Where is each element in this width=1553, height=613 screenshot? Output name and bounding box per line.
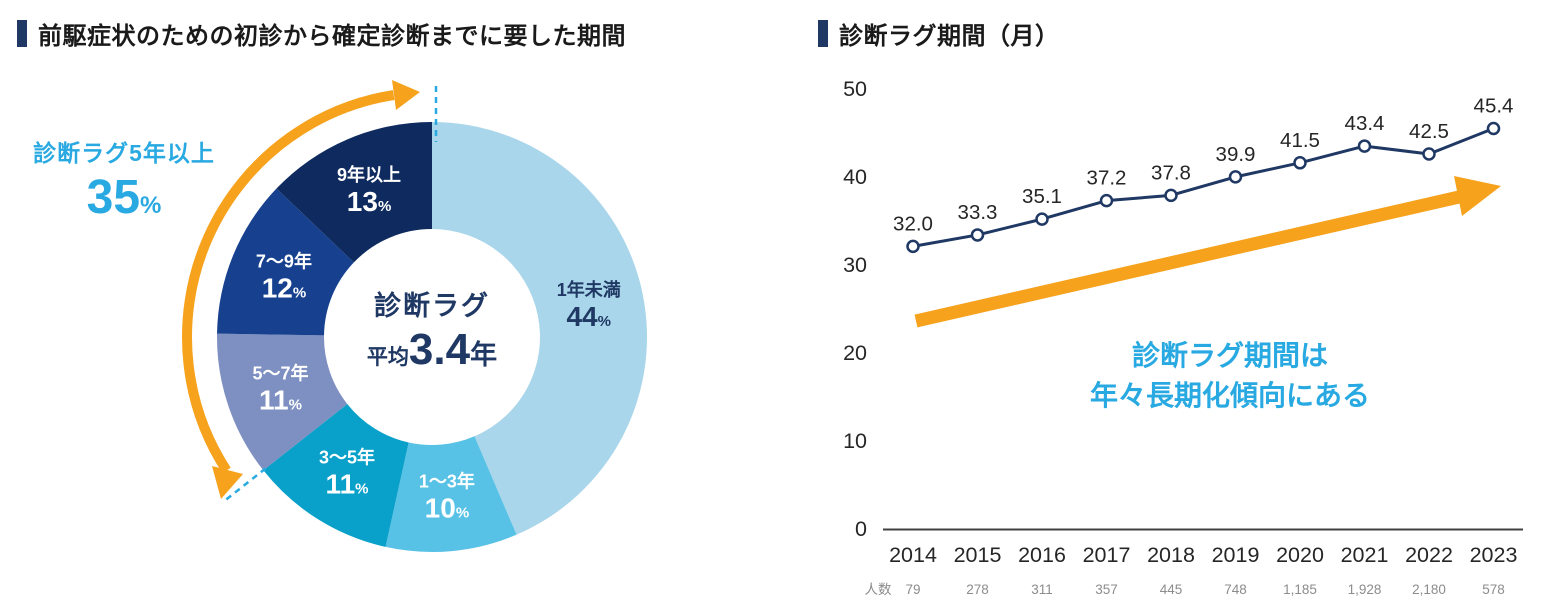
trend-annotation-line2: 年々長期化傾向にある: [1089, 379, 1370, 411]
sample-count-value: 1,928: [1348, 582, 1382, 597]
center-value-number: 3.4: [408, 325, 471, 374]
data-point-label: 33.3: [958, 201, 998, 224]
sample-count-value: 278: [966, 582, 989, 597]
y-axis-tick-label: 30: [843, 253, 867, 277]
line-chart: 0 10 20 30 40 50 32.0 2014 79 33.3 2015 278 35.1 2016…: [843, 77, 1523, 597]
data-point-marker: [1164, 188, 1178, 203]
x-axis-year-label: 2019: [1212, 543, 1260, 567]
donut-segment: [276, 122, 432, 263]
donut-segment-label: 1年未満: [557, 279, 621, 300]
center-value-prefix: 平均: [366, 346, 409, 369]
x-axis-year-label: 2016: [1018, 543, 1066, 567]
sample-count-value: 748: [1224, 582, 1247, 597]
data-point-label: 41.5: [1280, 129, 1320, 152]
data-point-label: 32.0: [893, 212, 933, 235]
lag-arc-arrow: [182, 90, 395, 474]
callout-value-unit: %: [140, 192, 162, 219]
donut-segment-value: 13%: [347, 186, 392, 217]
data-point-label: 43.4: [1345, 112, 1385, 135]
data-point-marker: [1357, 139, 1372, 153]
y-axis-tick-label: 10: [843, 429, 867, 453]
right-chart-title-text: 診断ラグ期間（月）: [839, 23, 1060, 50]
trend-arrow-shaft: [914, 190, 1461, 328]
sample-count-value: 357: [1095, 582, 1118, 597]
data-point-marker: [1035, 212, 1049, 226]
donut-chart: 1年未満44%1〜3年10%3〜5年11%5〜7年11%7〜9年12%9年以上1…: [182, 80, 647, 552]
data-point-marker: [970, 228, 985, 242]
trend-annotation-line1: 診断ラグ期間は: [1131, 340, 1328, 371]
callout-value-number: 35: [86, 171, 141, 224]
data-point-marker: [906, 239, 920, 254]
donut-segment-label: 5〜7年: [252, 362, 308, 383]
data-point-marker: [1293, 156, 1307, 170]
data-point-label: 35.1: [1022, 185, 1062, 208]
donut-segment-label: 7〜9年: [256, 250, 312, 271]
center-value-suffix: 年: [470, 340, 498, 370]
sample-count-value: 1,185: [1283, 582, 1317, 597]
data-point-marker: [1486, 121, 1501, 136]
x-axis-year-label: 2014: [889, 543, 937, 567]
sample-count-label: 人数: [865, 582, 893, 597]
donut-segment-value: 12%: [262, 272, 307, 303]
donut-segment: [432, 122, 647, 535]
sample-count-value: 2,180: [1412, 582, 1446, 597]
data-point-label: 37.2: [1087, 167, 1127, 190]
diagnosis-lag-5plus-callout: 診断ラグ5年以上 35%: [18, 134, 230, 225]
arc-arrowhead-bottom-icon: [212, 466, 243, 499]
left-chart-title: 前駆症状のための初診から確定診断までに要した期間: [17, 16, 626, 51]
callout-label: 診断ラグ5年以上: [33, 140, 215, 166]
y-axis-tick-label: 50: [843, 77, 867, 101]
guide-line-bottom: [223, 467, 267, 503]
donut-segment-label: 1〜3年: [419, 470, 475, 491]
callout-value: 35%: [18, 170, 230, 225]
donut-segment: [217, 188, 354, 336]
sample-count-value: 79: [905, 582, 920, 597]
x-axis-year-label: 2020: [1276, 543, 1324, 567]
data-point-marker: [1099, 193, 1114, 208]
data-point-label: 37.8: [1151, 161, 1191, 184]
donut-segment-value: 11%: [326, 469, 369, 500]
donut-segment-value: 10%: [425, 492, 470, 523]
sample-count-value: 445: [1160, 582, 1183, 597]
center-title: 診断ラグ: [374, 291, 490, 321]
title-bar-icon: [818, 20, 828, 47]
left-chart-title-text: 前駆症状のための初診から確定診断までに要した期間: [38, 23, 626, 50]
donut-center-label: 診断ラグ 平均3.4年: [322, 284, 542, 375]
arc-arrowhead-top-icon: [392, 80, 420, 110]
donut-segment: [217, 333, 348, 471]
donut-segment-value: 44%: [566, 301, 611, 332]
trend-annotation: 診断ラグ期間は 年々長期化傾向にある: [1030, 336, 1430, 416]
title-bar-icon: [17, 20, 27, 47]
donut-segment-value: 11%: [259, 384, 302, 415]
series-line: [912, 127, 1495, 248]
data-point-label: 42.5: [1409, 120, 1449, 143]
data-point-label: 39.9: [1216, 143, 1256, 166]
data-point-marker: [1422, 147, 1436, 161]
y-axis-tick-label: 20: [843, 341, 867, 365]
sample-count-value: 311: [1031, 582, 1053, 597]
trend-arrow-head-icon: [1454, 176, 1501, 216]
sample-count-value: 578: [1482, 582, 1505, 597]
x-axis-year-label: 2017: [1083, 543, 1131, 567]
x-axis-year-label: 2021: [1341, 543, 1389, 567]
data-point-marker: [1228, 170, 1243, 184]
x-axis-year-label: 2015: [954, 543, 1002, 567]
donut-segment: [263, 403, 409, 547]
right-chart-title: 診断ラグ期間（月）: [818, 16, 1060, 51]
y-axis-tick-label: 0: [855, 517, 867, 541]
donut-segment-label: 3〜5年: [319, 447, 375, 468]
center-value: 平均3.4年: [322, 325, 542, 375]
donut-segment: [385, 436, 517, 552]
x-axis-year-label: 2018: [1147, 543, 1195, 567]
x-axis-year-label: 2023: [1470, 543, 1518, 567]
donut-segment-label: 9年以上: [337, 164, 401, 185]
data-point-label: 45.4: [1474, 94, 1514, 117]
x-axis-year-label: 2022: [1405, 543, 1453, 567]
y-axis-tick-label: 40: [843, 165, 867, 189]
